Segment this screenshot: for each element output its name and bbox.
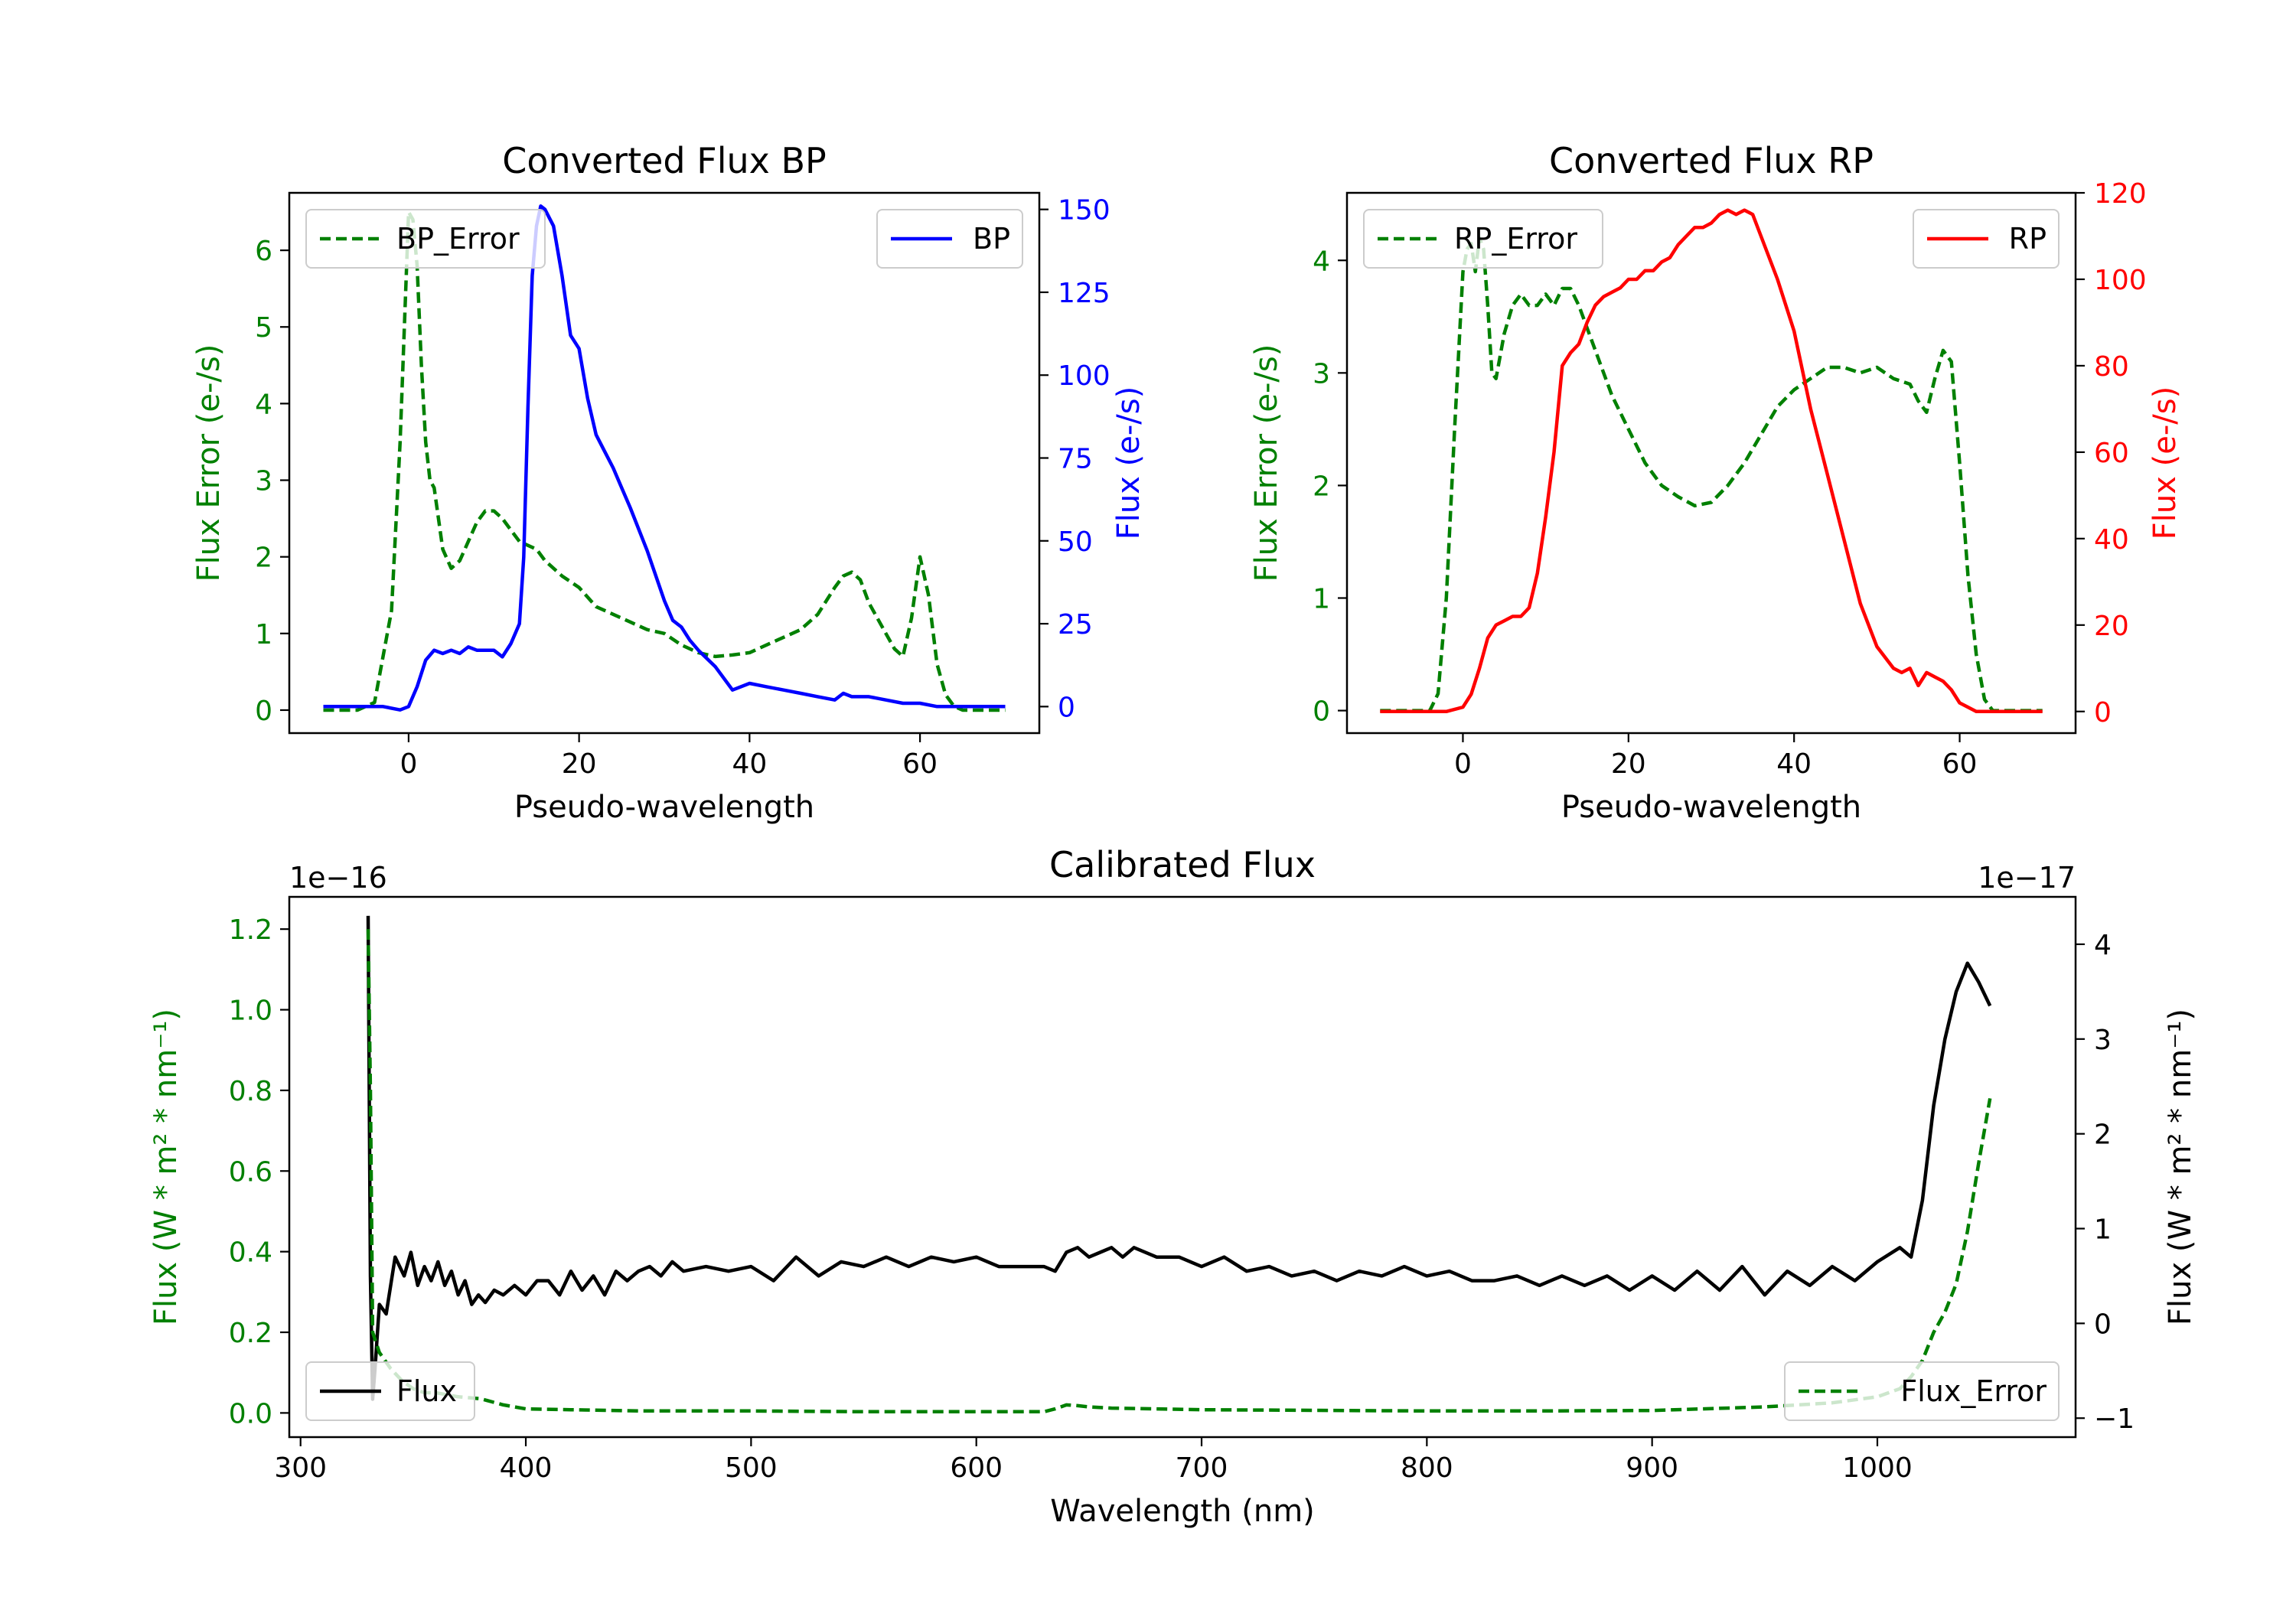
rp-left-tick-label: 4	[1313, 246, 1330, 277]
rp-legend-rp: RP	[1913, 210, 2059, 268]
cal-left-offset-text: 1e−16	[289, 861, 387, 895]
rp-right-tick-label: 120	[2094, 178, 2147, 210]
rp-left-tick-label: 0	[1313, 696, 1330, 728]
bp-right-tick-label: 0	[1058, 692, 1075, 723]
cal-left-tick-label: 0.2	[229, 1318, 272, 1349]
rp-right-tick-label: 100	[2094, 265, 2147, 296]
legend-label: RP_Error	[1454, 222, 1577, 256]
bp-left-tick-label: 6	[255, 236, 272, 267]
cal-left-tick-label: 0.6	[229, 1156, 272, 1188]
cal-right-tick-label: 2	[2094, 1120, 2112, 1151]
bp-x-tick-label: 20	[562, 748, 597, 780]
rp-right-tick-label: 0	[2094, 697, 2112, 729]
bp-right-axis-label: Flux (e-/s)	[1111, 386, 1146, 539]
rp-x-axis-label: Pseudo-wavelength	[1561, 790, 1861, 825]
bp-x-tick-label: 0	[400, 748, 417, 780]
rp-x-tick-label: 20	[1611, 748, 1646, 780]
rp-right-tick-label: 60	[2094, 438, 2129, 469]
bp-x-axis-label: Pseudo-wavelength	[514, 790, 814, 825]
rp-legend-rp-error: RP_Error	[1364, 210, 1603, 268]
cal-x-tick-label: 700	[1176, 1452, 1228, 1484]
cal-right-tick-label: 1	[2094, 1214, 2112, 1246]
cal-left-tick-label: 0.8	[229, 1076, 272, 1107]
bp-chart-title: Converted Flux BP	[502, 140, 827, 181]
legend-label: BP	[973, 222, 1010, 256]
cal-x-tick-label: 1000	[1842, 1452, 1913, 1484]
cal-right-tick-label: 0	[2094, 1309, 2112, 1340]
rp-left-axis-label: Flux Error (e-/s)	[1249, 344, 1284, 582]
cal-left-axis-label: Flux (W * m² * nm⁻¹)	[148, 1009, 184, 1325]
legend-label: Flux_Error	[1900, 1374, 2047, 1408]
cal-left-tick-label: 0.4	[229, 1237, 272, 1269]
legend-label: Flux	[396, 1374, 457, 1408]
bp-right-tick-label: 125	[1058, 278, 1110, 309]
bp-left-tick-label: 0	[255, 696, 272, 727]
rp-right-axis-label: Flux (e-/s)	[2148, 386, 2183, 539]
bp-right-tick-label: 75	[1058, 444, 1093, 475]
cal-right-tick-label: 4	[2094, 930, 2112, 961]
legend-label: BP_Error	[396, 222, 520, 256]
rp-x-tick-label: 60	[1942, 748, 1978, 780]
bp-legend-bp: BP	[877, 210, 1022, 268]
cal-chart-title: Calibrated Flux	[1049, 844, 1316, 885]
cal-x-tick-label: 900	[1626, 1452, 1678, 1484]
bp-left-tick-label: 2	[255, 543, 272, 574]
cal-right-axis-label: Flux (W * m² * nm⁻¹)	[2163, 1009, 2198, 1325]
cal-x-tick-label: 800	[1401, 1452, 1453, 1484]
legend-label: RP	[2009, 222, 2047, 256]
rp-left-tick-label: 2	[1313, 471, 1330, 502]
bp-x-tick-label: 60	[902, 748, 938, 780]
rp-x-tick-label: 40	[1776, 748, 1812, 780]
cal-right-offset-text: 1e−17	[1978, 861, 2076, 895]
cal-x-tick-label: 400	[500, 1452, 553, 1484]
bp-x-tick-label: 40	[732, 748, 767, 780]
rp-x-tick-label: 0	[1454, 748, 1472, 780]
cal-left-tick-label: 1.2	[229, 914, 272, 946]
bp-right-tick-label: 25	[1058, 609, 1093, 641]
cal-legend-flux-error: Flux_Error	[1785, 1362, 2059, 1420]
cal-right-tick-label: −1	[2094, 1403, 2135, 1435]
bp-left-tick-label: 1	[255, 619, 272, 650]
cal-x-tick-label: 600	[950, 1452, 1003, 1484]
bp-left-tick-label: 4	[255, 389, 272, 420]
cal-x-tick-label: 500	[725, 1452, 778, 1484]
rp-left-tick-label: 3	[1313, 358, 1330, 390]
cal-left-tick-label: 0.0	[229, 1398, 272, 1429]
rp-right-tick-label: 40	[2094, 524, 2129, 556]
figure: 0 20 40 6001234560255075100125150Converted …	[0, 0, 2296, 1607]
cal-right-tick-label: 3	[2094, 1025, 2112, 1056]
bp-right-tick-label: 150	[1058, 195, 1110, 227]
rp-chart-title: Converted Flux RP	[1549, 140, 1874, 181]
bp-left-tick-label: 5	[255, 312, 272, 344]
bp-right-tick-label: 50	[1058, 526, 1093, 558]
cal-legend-flux: Flux	[306, 1362, 475, 1420]
bp-left-axis-label: Flux Error (e-/s)	[191, 344, 227, 582]
cal-x-tick-label: 300	[274, 1452, 327, 1484]
bp-legend-bp-error: BP_Error	[306, 210, 545, 268]
bp-left-tick-label: 3	[255, 466, 272, 497]
rp-right-tick-label: 20	[2094, 611, 2129, 642]
bp-right-tick-label: 100	[1058, 360, 1110, 392]
rp-right-tick-label: 80	[2094, 351, 2129, 383]
cal-x-axis-label: Wavelength (nm)	[1050, 1494, 1315, 1529]
rp-left-tick-label: 1	[1313, 584, 1330, 615]
cal-left-tick-label: 1.0	[229, 996, 272, 1027]
